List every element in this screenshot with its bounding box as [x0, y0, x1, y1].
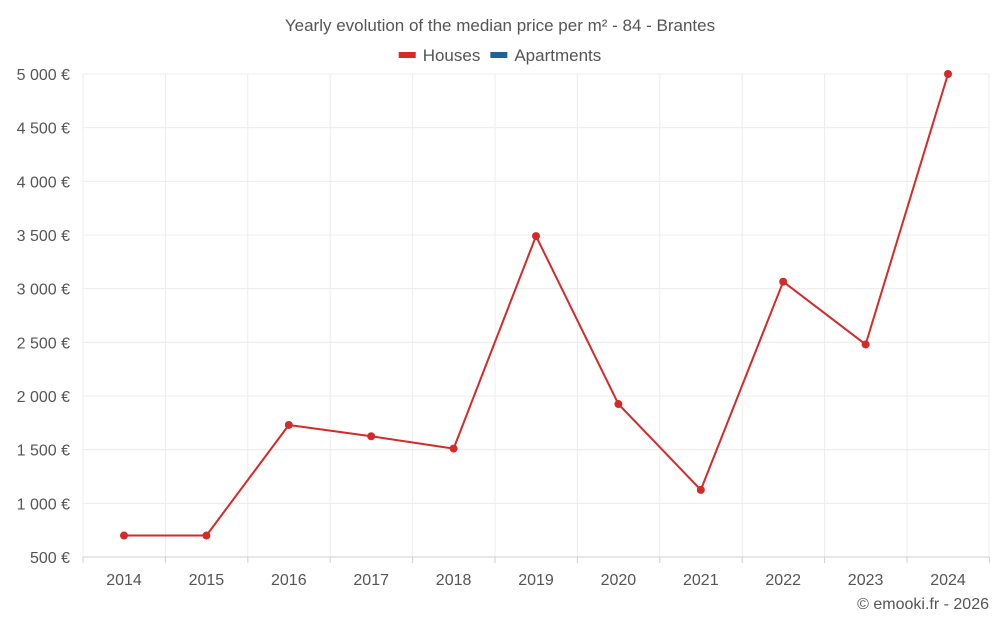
- grid: [82, 73, 990, 557]
- x-tick-label: 2015: [189, 572, 225, 589]
- data-point[interactable]: [367, 432, 376, 441]
- y-tick-label: 4 000 €: [17, 174, 70, 191]
- data-point[interactable]: [614, 400, 623, 409]
- x-tick-label: 2014: [106, 572, 142, 589]
- x-tick-label: 2016: [271, 572, 307, 589]
- y-tick-label: 2 500 €: [17, 335, 70, 352]
- legend-label: Houses: [423, 46, 481, 65]
- data-point[interactable]: [202, 531, 211, 540]
- y-tick-label: 1 500 €: [17, 443, 70, 460]
- x-tick-label: 2020: [601, 572, 637, 589]
- x-tick-label: 2024: [930, 572, 966, 589]
- series: [120, 70, 952, 540]
- data-point[interactable]: [120, 531, 128, 540]
- y-tick-label: 4 500 €: [17, 121, 70, 138]
- y-tick-label: 5 000 €: [17, 67, 70, 84]
- chart-title: Yearly evolution of the median price per…: [285, 16, 715, 35]
- data-point[interactable]: [696, 485, 705, 494]
- x-tick-label: 2018: [436, 572, 472, 589]
- data-point[interactable]: [944, 70, 952, 78]
- legend: Houses Apartments: [398, 46, 601, 65]
- legend-swatch: [398, 52, 416, 58]
- legend-label: Apartments: [514, 46, 601, 65]
- x-tick-label: 2019: [518, 572, 554, 589]
- data-point[interactable]: [861, 340, 870, 349]
- credit-text: © emooki.fr - 2026: [857, 596, 989, 613]
- axes: 500 € 1 000 € 1 500 € 2 000 € 2 500 € 3 000 €…: [17, 67, 990, 589]
- data-point[interactable]: [779, 277, 788, 286]
- y-tick-label: 500 €: [30, 550, 70, 567]
- data-point[interactable]: [284, 420, 293, 429]
- data-point[interactable]: [449, 444, 458, 453]
- y-tick-label: 2 000 €: [17, 389, 70, 406]
- y-tick-label: 1 000 €: [17, 496, 70, 513]
- x-tick-label: 2021: [683, 572, 719, 589]
- y-tick-label: 3 000 €: [17, 282, 70, 299]
- y-tick-label: 3 500 €: [17, 228, 70, 245]
- x-tick-label: 2022: [765, 572, 801, 589]
- data-point[interactable]: [532, 232, 540, 241]
- legend-swatch: [490, 52, 508, 58]
- legend-item-apartments[interactable]: Apartments: [490, 46, 601, 65]
- x-tick-label: 2023: [848, 572, 884, 589]
- legend-item-houses[interactable]: Houses: [398, 46, 481, 65]
- x-tick-label: 2017: [353, 572, 389, 589]
